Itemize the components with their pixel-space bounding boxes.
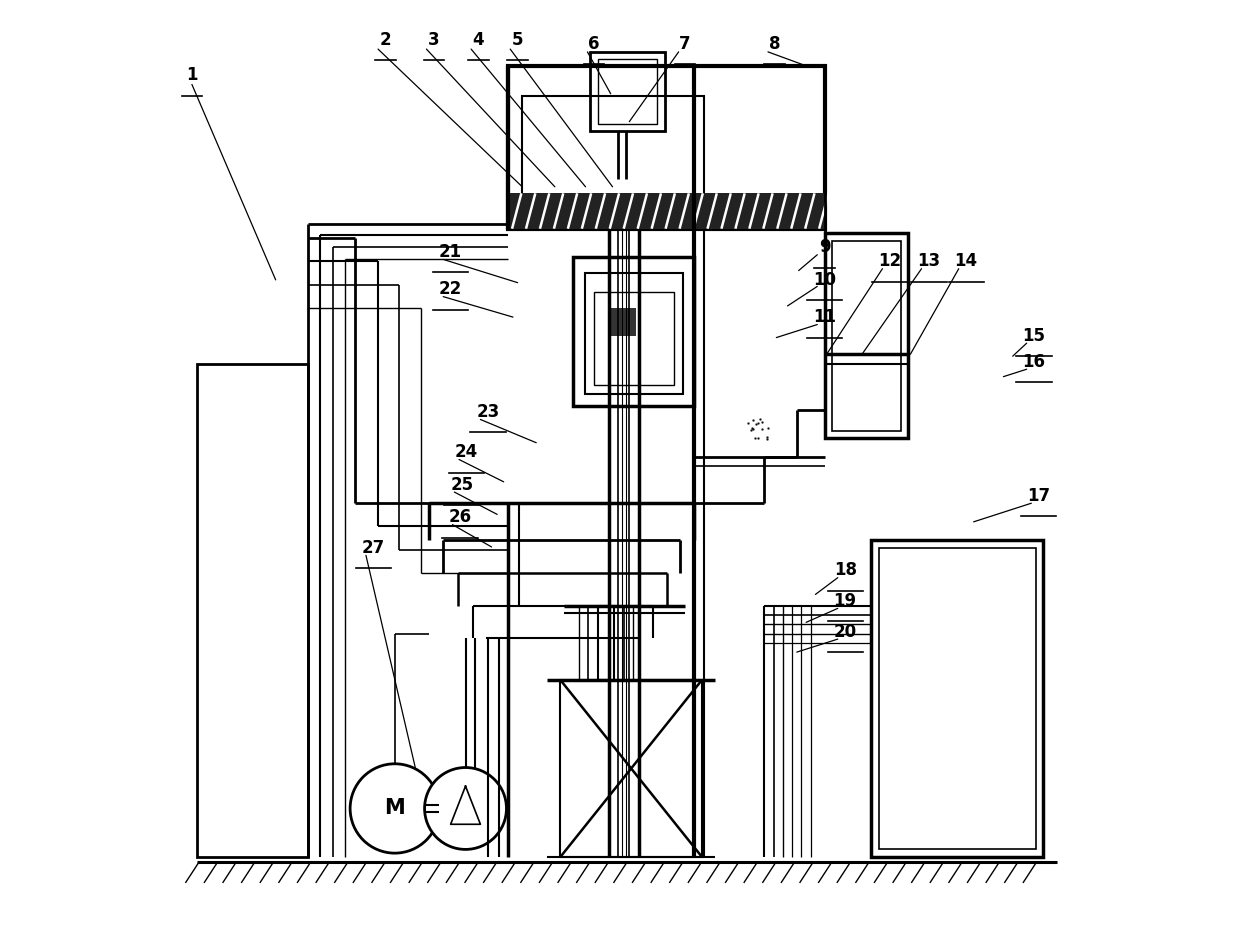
Bar [590, 52, 665, 131]
Text: 17: 17 [1027, 487, 1050, 505]
Bar [825, 233, 909, 438]
Text: 1: 1 [186, 66, 197, 84]
Text: 22: 22 [439, 281, 463, 298]
Bar [832, 240, 901, 431]
Text: 5: 5 [512, 31, 523, 48]
Text: 9: 9 [818, 239, 831, 256]
Bar [598, 60, 657, 124]
Text: 25: 25 [450, 475, 474, 494]
Bar [594, 292, 675, 385]
Text: 12: 12 [878, 253, 901, 270]
Bar [197, 363, 309, 857]
Text: 7: 7 [680, 34, 691, 52]
Text: 3: 3 [428, 31, 440, 48]
Bar [508, 66, 825, 228]
Text: 11: 11 [813, 308, 836, 326]
Bar [573, 256, 694, 405]
Bar [872, 541, 1043, 857]
Text: 4: 4 [472, 31, 485, 48]
Text: 16: 16 [1023, 353, 1045, 371]
Text: 26: 26 [449, 508, 471, 527]
Text: 8: 8 [769, 34, 780, 52]
Text: 15: 15 [1023, 327, 1045, 345]
Text: 27: 27 [362, 539, 384, 557]
Text: 6: 6 [588, 34, 600, 52]
Text: 18: 18 [833, 561, 857, 579]
Text: 13: 13 [918, 253, 940, 270]
Text: 14: 14 [955, 253, 978, 270]
Bar [608, 308, 636, 336]
Text: 23: 23 [476, 403, 500, 421]
Bar [522, 96, 704, 216]
Bar [579, 606, 634, 680]
Text: 24: 24 [455, 443, 479, 461]
Bar [598, 606, 614, 680]
Text: 10: 10 [813, 271, 836, 289]
Bar [588, 606, 624, 680]
Circle shape [424, 768, 506, 849]
Text: M: M [384, 799, 405, 818]
Circle shape [350, 764, 439, 853]
Bar [584, 273, 683, 394]
Text: 2: 2 [379, 31, 392, 48]
Bar [879, 548, 1035, 849]
Bar [560, 680, 702, 857]
Text: 20: 20 [833, 623, 857, 640]
Text: 19: 19 [833, 592, 857, 610]
Bar [508, 193, 825, 228]
Text: 21: 21 [439, 243, 463, 261]
